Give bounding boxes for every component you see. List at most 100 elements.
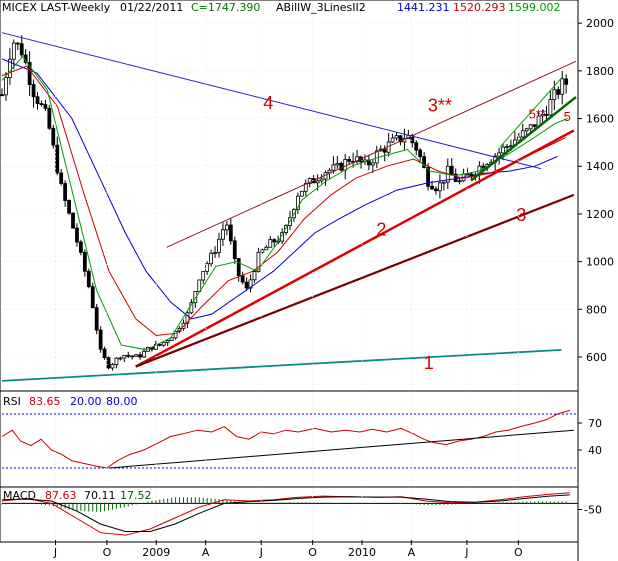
candle bbox=[59, 168, 64, 186]
price-tick-label: 1800 bbox=[586, 65, 614, 78]
macd-signal-value: 70.11 bbox=[84, 489, 116, 502]
time-tick-label: A bbox=[408, 546, 416, 559]
candle-body bbox=[307, 178, 312, 184]
candle-body bbox=[244, 281, 249, 289]
candle bbox=[82, 249, 87, 277]
candle-body bbox=[102, 348, 107, 359]
candle bbox=[264, 245, 269, 251]
candle bbox=[114, 357, 119, 369]
candle bbox=[548, 91, 553, 117]
candle-body bbox=[7, 58, 12, 78]
candle-body bbox=[438, 182, 442, 192]
candle-body bbox=[422, 156, 427, 168]
candle bbox=[27, 51, 32, 97]
candle-body bbox=[339, 163, 344, 171]
candle bbox=[75, 223, 79, 247]
candle bbox=[185, 311, 190, 329]
trendline-3 bbox=[135, 193, 575, 368]
candle bbox=[414, 140, 419, 156]
candle-body bbox=[201, 270, 206, 281]
candle-body bbox=[548, 99, 553, 116]
candle bbox=[94, 303, 99, 335]
macd-title: MACD bbox=[3, 489, 36, 502]
candle-body bbox=[173, 330, 178, 339]
candle bbox=[7, 48, 12, 85]
candle-body bbox=[98, 329, 103, 350]
candle bbox=[39, 100, 44, 107]
candle bbox=[528, 124, 533, 133]
candle bbox=[394, 132, 399, 141]
candle-body bbox=[315, 180, 320, 184]
candle-body bbox=[138, 354, 142, 358]
candle-body bbox=[355, 156, 359, 163]
candle bbox=[560, 70, 565, 105]
candle-body bbox=[295, 195, 300, 210]
rsi-line bbox=[1, 409, 570, 469]
candle-body bbox=[209, 252, 213, 265]
candle bbox=[524, 127, 529, 136]
trendline-4 bbox=[1, 32, 542, 170]
candle-body bbox=[520, 130, 525, 138]
macd-value: 87.63 bbox=[45, 489, 77, 502]
candle bbox=[106, 356, 111, 370]
candle-body bbox=[414, 142, 419, 151]
candle-body bbox=[465, 173, 470, 176]
symbol-label: MICEX LAST-Weekly bbox=[2, 1, 111, 14]
candle bbox=[169, 337, 174, 341]
candle-body bbox=[343, 159, 348, 171]
price-tick-label: 1600 bbox=[586, 113, 614, 126]
candle-body bbox=[75, 227, 79, 243]
candle bbox=[228, 218, 233, 245]
candle bbox=[564, 74, 569, 94]
candle bbox=[47, 104, 52, 130]
close-label: C=1747.390 bbox=[191, 1, 260, 14]
candle-body bbox=[457, 180, 462, 183]
candle-body bbox=[370, 162, 375, 166]
price-tick-label: 600 bbox=[586, 351, 607, 364]
rsi-trendline bbox=[108, 429, 574, 469]
candle bbox=[441, 181, 446, 191]
candle-body bbox=[272, 239, 277, 243]
candle-body bbox=[394, 135, 399, 139]
candle-body bbox=[232, 240, 237, 259]
candle-body bbox=[430, 185, 434, 190]
candle-body bbox=[213, 252, 217, 254]
candle-body bbox=[284, 225, 288, 234]
candle bbox=[102, 346, 107, 360]
trendline-2 bbox=[135, 129, 575, 368]
indicator-label: ABillW_3LinesII2 bbox=[276, 1, 366, 14]
candle bbox=[201, 270, 206, 284]
candle-body bbox=[169, 337, 174, 341]
candle bbox=[209, 249, 213, 267]
candle bbox=[67, 199, 71, 215]
candle-body bbox=[528, 124, 533, 130]
rsi-high-level: 80.00 bbox=[106, 395, 138, 408]
candle-body bbox=[94, 307, 99, 331]
moving-average-line-3 bbox=[1, 55, 568, 351]
trendline-1 bbox=[1, 348, 562, 382]
moving-average-line-2 bbox=[1, 65, 566, 337]
candle bbox=[370, 159, 375, 173]
candle bbox=[398, 135, 403, 146]
candle bbox=[224, 221, 229, 236]
candle-body bbox=[27, 61, 32, 85]
candle bbox=[193, 291, 198, 308]
candle bbox=[173, 330, 178, 340]
candle-body bbox=[43, 104, 48, 109]
candle-body bbox=[106, 357, 111, 369]
candle bbox=[63, 180, 68, 207]
trendline-label-1: 1 bbox=[424, 353, 434, 373]
candle bbox=[390, 133, 395, 143]
candle-body bbox=[331, 164, 336, 171]
candle-body bbox=[0, 94, 4, 97]
candle-body bbox=[157, 343, 162, 346]
candle bbox=[363, 154, 367, 165]
candle-body bbox=[398, 135, 403, 143]
candle bbox=[236, 258, 241, 282]
candle bbox=[126, 351, 131, 359]
candle bbox=[217, 232, 221, 258]
candle bbox=[51, 124, 56, 149]
candle bbox=[335, 155, 340, 169]
candle-body bbox=[299, 190, 304, 197]
